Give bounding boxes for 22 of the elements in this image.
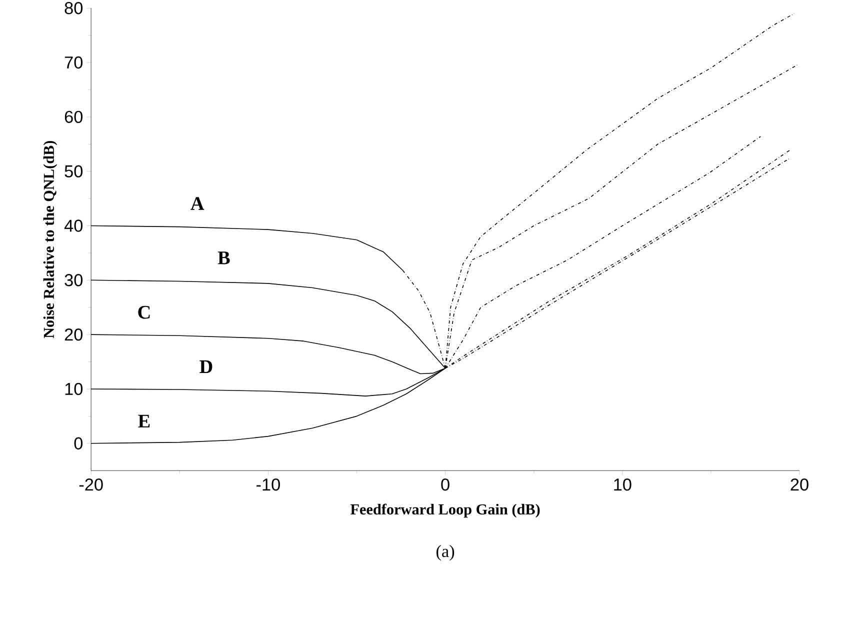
series-label: A (190, 196, 204, 210)
text: (a) (436, 544, 454, 560)
y-tick-label: 50 (64, 165, 83, 178)
x-tick-label: 0 (441, 478, 450, 491)
x-axis-title: Feedforward Loop Gain (dB) (350, 504, 540, 518)
series-label: B (218, 251, 230, 264)
series-label: E (138, 414, 150, 428)
series-label: D (200, 360, 212, 373)
y-axis-title: Noise Relative to the QNL(dB) (43, 140, 58, 338)
x-tick-label: -10 (256, 478, 280, 491)
y-tick-label: 20 (64, 328, 83, 340)
y-tick-label: 0 (74, 437, 83, 450)
y-tick-label: 70 (64, 56, 83, 68)
x-tick-label: 10 (614, 478, 632, 491)
y-tick-label: 60 (64, 110, 83, 123)
x-tick-label: -20 (79, 478, 103, 491)
x-tick-label: 20 (790, 478, 808, 491)
y-tick-label: 30 (64, 274, 83, 286)
y-tick-label: 80 (64, 2, 83, 14)
y-tick-label: 10 (65, 382, 83, 395)
series-label: C (138, 306, 150, 319)
y-tick-label: 40 (64, 219, 83, 232)
